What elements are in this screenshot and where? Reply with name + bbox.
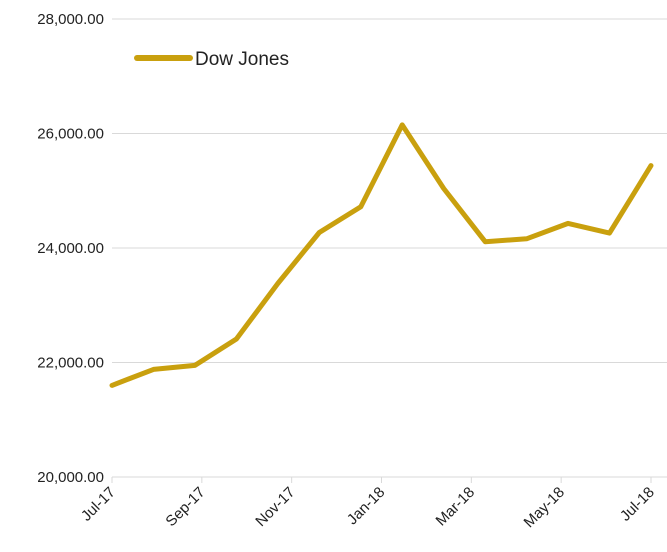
x-tick-label: Jul-17 (78, 484, 119, 525)
legend: Dow Jones (137, 49, 289, 70)
x-axis: Jul-17 Sep-17 Nov-17 Jan-18 Mar-18 May-18 Jul-… (78, 477, 667, 531)
y-tick-label: 22,000.00 (37, 355, 104, 372)
x-tick-label: Mar-18 (433, 484, 479, 530)
series-group (110, 122, 654, 387)
x-tick-label: May-18 (521, 484, 568, 531)
gridlines (112, 19, 667, 363)
y-tick-label: 28,000.00 (37, 11, 104, 28)
x-tick-label: Jan-18 (344, 484, 388, 528)
y-axis-ticks: 20,000.00 22,000.00 24,000.00 26,000.00 28,0… (37, 11, 104, 486)
x-tick-label: Nov-17 (252, 484, 298, 530)
series-line-dow-jones (112, 125, 651, 386)
y-tick-label: 20,000.00 (37, 469, 104, 486)
y-tick-label: 26,000.00 (37, 126, 104, 143)
x-tick-label: Sep-17 (162, 484, 208, 530)
x-tick-label: Jul-18 (617, 484, 658, 525)
y-tick-label: 24,000.00 (37, 240, 104, 257)
legend-label: Dow Jones (195, 49, 289, 70)
